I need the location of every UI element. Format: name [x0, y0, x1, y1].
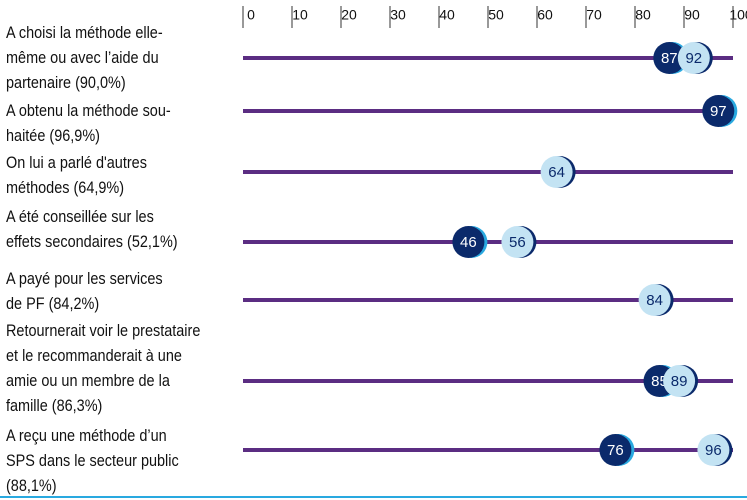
category-label: On lui a parlé d'autres méthodes (64,9%) [6, 153, 147, 197]
dot: 97 [702, 95, 738, 127]
x-tick-label: 60 [537, 7, 553, 23]
value-label: 64 [548, 164, 565, 181]
value-label: 76 [607, 442, 624, 459]
x-tick-label: 40 [439, 7, 455, 23]
x-tick-label: 30 [390, 7, 406, 23]
category-label: A choisi la méthode elle- même ou avec l… [6, 23, 163, 92]
x-tick-label: 50 [488, 7, 504, 23]
value-label: 84 [646, 292, 663, 309]
category-label: Retournerait voir le prestataire et le r… [6, 321, 201, 415]
dot-face [540, 156, 573, 188]
category-label: A été conseillée sur les effets secondai… [6, 207, 178, 251]
value-label: 46 [460, 234, 477, 251]
dot-face [599, 434, 632, 466]
category-label: A reçu une méthode d’un SPS dans le sect… [6, 426, 179, 495]
value-label: 96 [705, 442, 722, 459]
dot-face [663, 365, 696, 397]
dot-face [452, 226, 485, 258]
dot: 92 [677, 42, 713, 74]
dot-face [501, 226, 534, 258]
dot-face [702, 95, 735, 127]
dot-face [638, 284, 671, 316]
dot: 76 [599, 434, 635, 466]
dot: 89 [663, 365, 699, 397]
dot: 96 [697, 434, 733, 466]
value-label: 97 [710, 103, 727, 120]
value-label: 87 [661, 50, 678, 67]
value-label: 56 [509, 234, 526, 251]
dot: 56 [501, 226, 537, 258]
x-tick-label: 20 [341, 7, 357, 23]
dot-face [653, 42, 686, 74]
dot-face [677, 42, 710, 74]
x-tick-label: 90 [684, 7, 700, 23]
value-label: 89 [671, 373, 688, 390]
x-tick-label: 70 [586, 7, 602, 23]
x-tick-label: 100 [729, 7, 747, 23]
category-label: A obtenu la méthode sou- haitée (96,9%) [6, 101, 171, 145]
category-label: A payé pour les services de PF (84,2%) [6, 269, 163, 313]
x-tick-label: 80 [635, 7, 651, 23]
dot: 84 [638, 284, 674, 316]
x-tick-label: 0 [247, 7, 255, 23]
dot: 64 [540, 156, 576, 188]
dot: 46 [452, 226, 488, 258]
dot-face [697, 434, 730, 466]
value-label: 92 [685, 50, 702, 67]
x-tick-label: 10 [292, 7, 308, 23]
